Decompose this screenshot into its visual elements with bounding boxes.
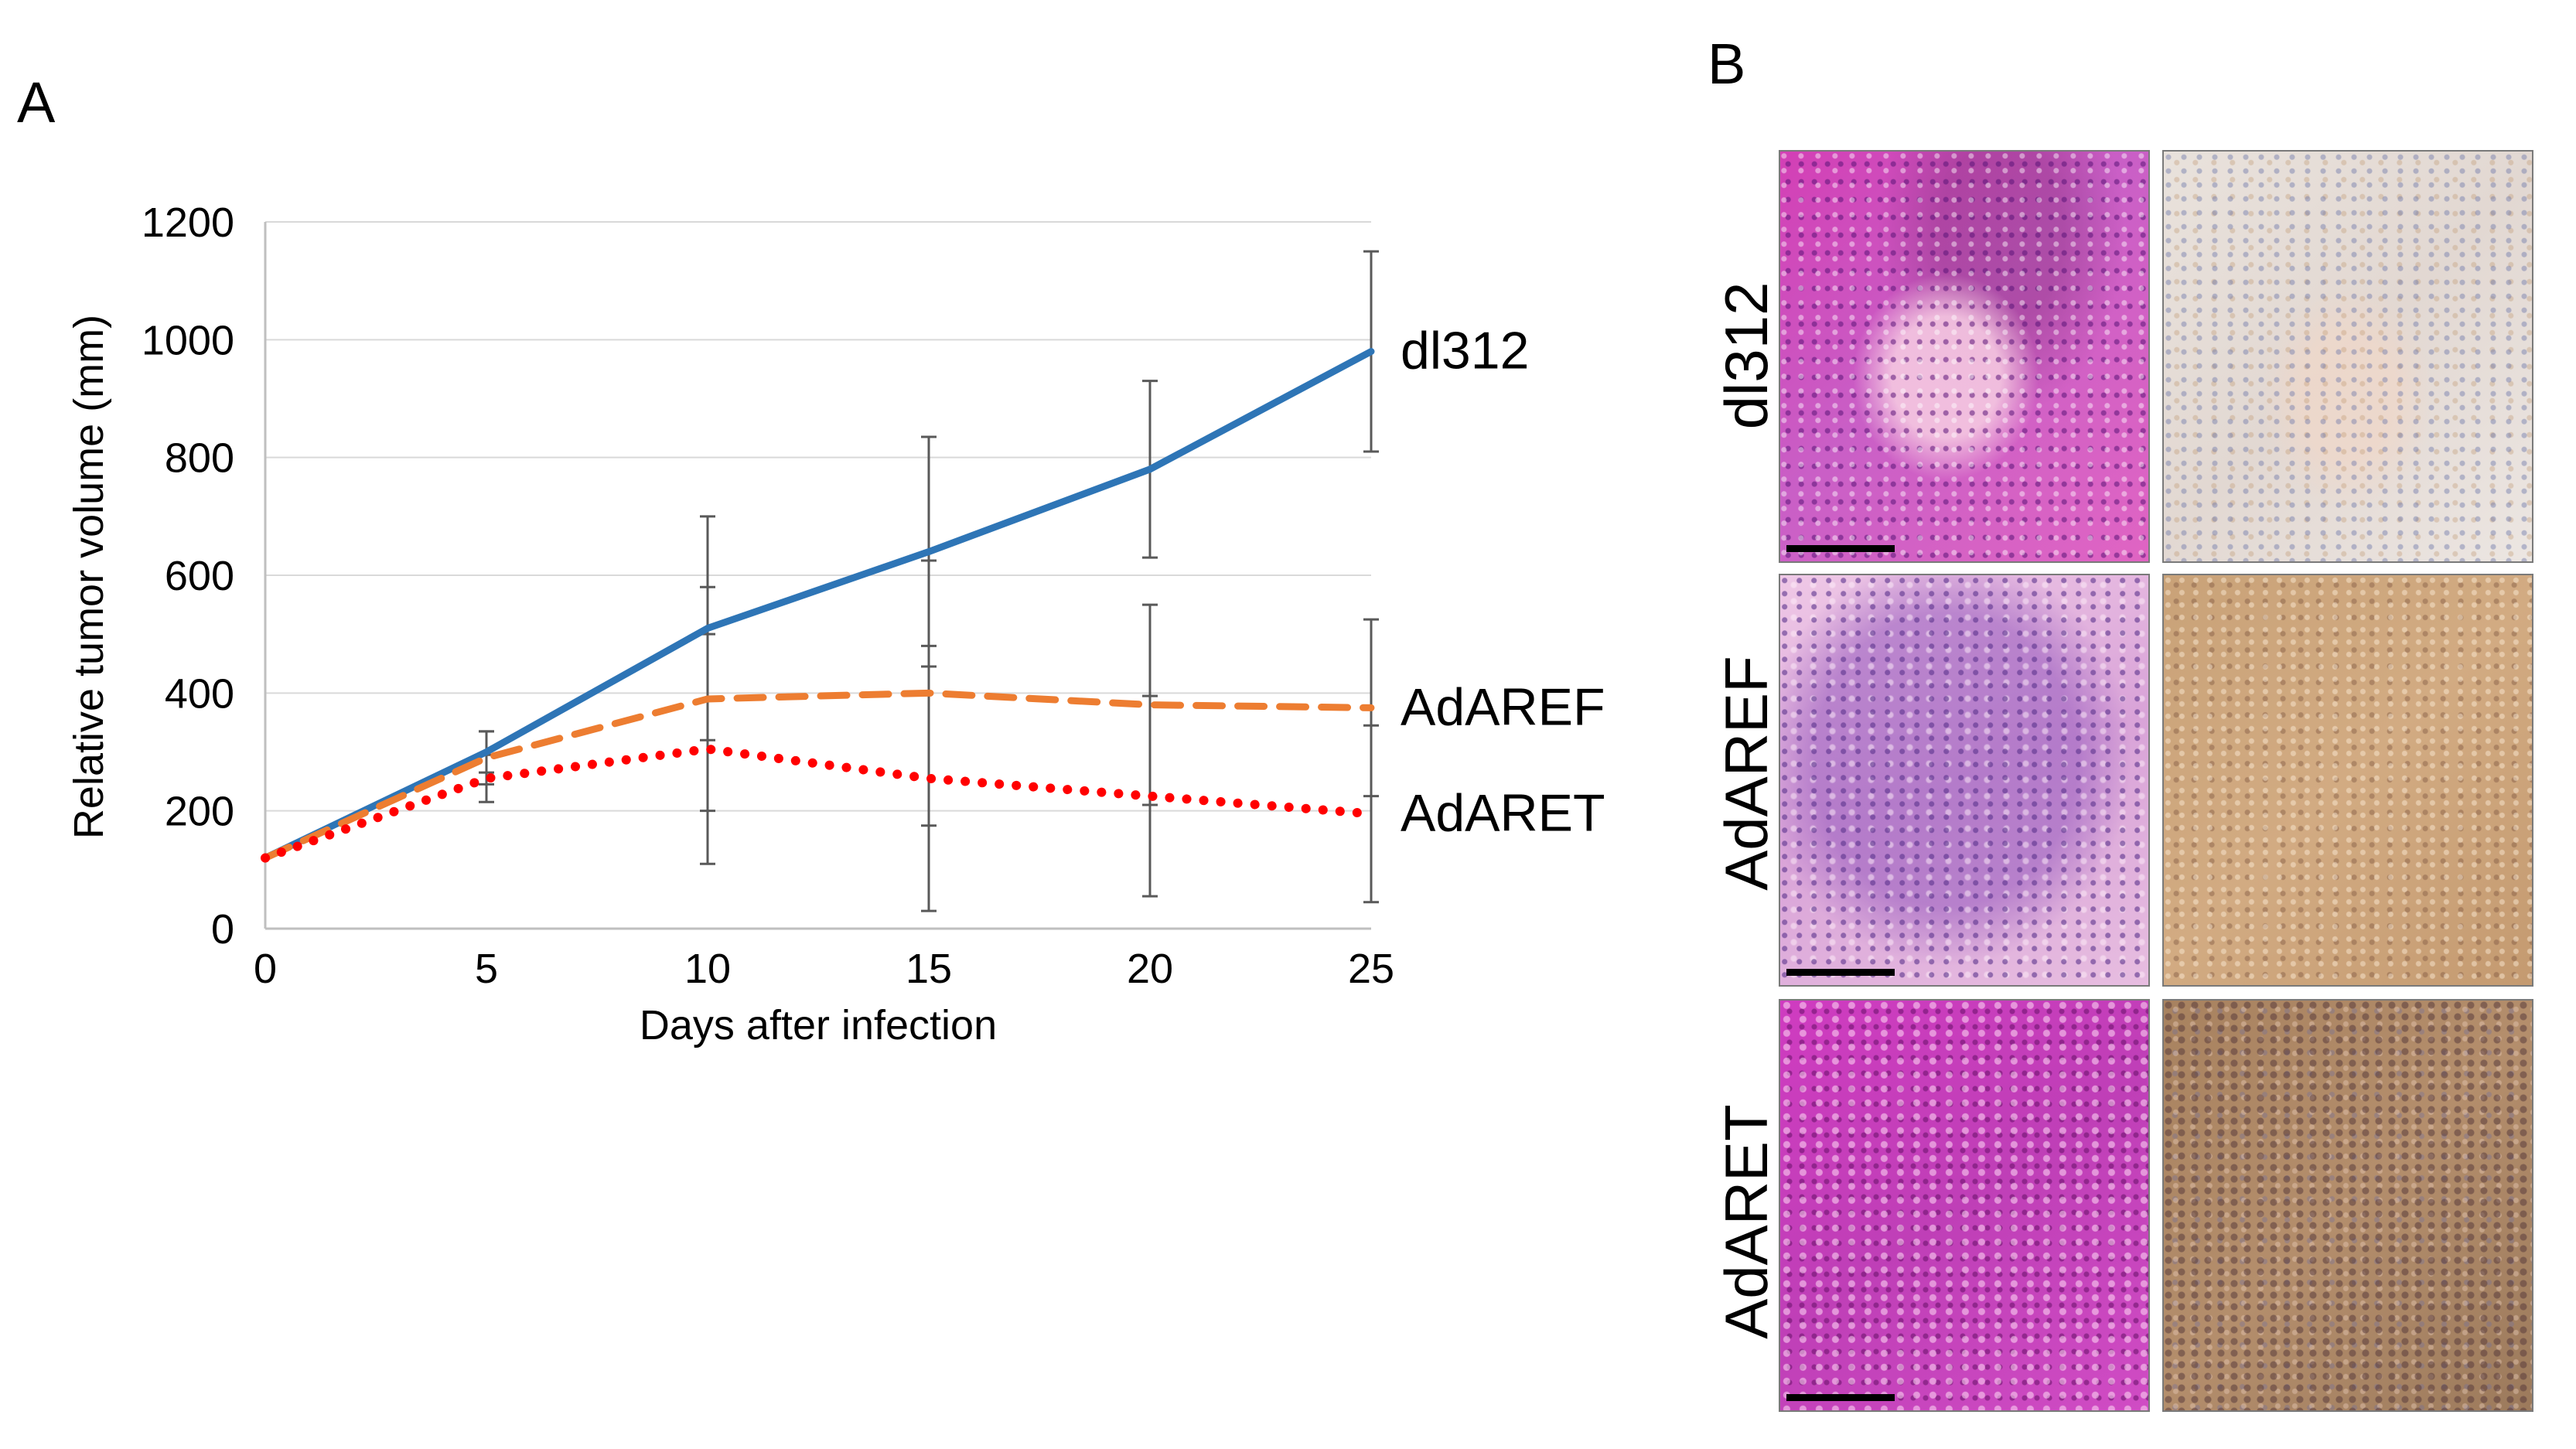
ihc-stain-image-adaret	[2162, 999, 2533, 1412]
gridlines	[264, 221, 1371, 930]
y-tick-label: 800	[165, 435, 234, 482]
x-tick-label: 10	[684, 946, 731, 992]
series-label-dl312: dl312	[1401, 322, 1529, 380]
x-tick-label: 25	[1348, 946, 1394, 992]
y-tick-label: 0	[211, 906, 234, 953]
scale-bar	[1786, 969, 1895, 976]
y-tick-label: 1200	[142, 199, 234, 246]
he-stain-image-adaref	[1779, 574, 2150, 987]
series-line-adaret	[261, 744, 1376, 863]
series-line-adaref	[261, 689, 1375, 862]
scale-bar	[1786, 545, 1895, 552]
x-tick-label: 0	[254, 946, 277, 992]
series-label-adaret: AdARET	[1401, 783, 1605, 842]
series-line-dl312	[261, 348, 1375, 862]
x-axis-label: Days after infection	[640, 1002, 997, 1048]
error-bars	[479, 250, 1379, 912]
y-axis-ticks: 0 200 400 600 800 1000 1200	[142, 199, 234, 953]
y-tick-label: 400	[165, 670, 234, 717]
x-tick-label: 20	[1127, 946, 1173, 992]
panel-a-label: A	[17, 70, 56, 135]
scale-bar	[1786, 1394, 1895, 1401]
series-label-adaref: AdAREF	[1401, 677, 1605, 736]
series-lines	[261, 348, 1376, 863]
row-label-adaret: AdARET	[1712, 1104, 1780, 1339]
he-stain-image-dl312	[1779, 150, 2150, 563]
y-tick-label: 1000	[142, 317, 234, 363]
x-tick-label: 15	[906, 946, 952, 992]
ihc-stain-image-adaref	[2162, 574, 2533, 987]
row-label-adaref: AdAREF	[1712, 656, 1780, 891]
series-end-labels: dl312 AdAREF AdARET	[1401, 322, 1605, 843]
ihc-stain-image-dl312	[2162, 150, 2533, 563]
x-axis-ticks: 0 5 10 15 20 25	[254, 946, 1394, 992]
tumor-volume-line-chart: 0 200 400 600 800 1000 1200 0 5 10 15 20 25 dl312 Ad…	[66, 199, 1605, 1048]
row-label-dl312: dl312	[1712, 281, 1780, 430]
he-stain-image-adaret	[1779, 999, 2150, 1412]
panel-b-label: B	[1708, 32, 1746, 96]
x-tick-label: 5	[475, 946, 498, 992]
y-tick-label: 600	[165, 553, 234, 599]
y-tick-label: 200	[165, 789, 234, 835]
y-axis-label: Relative tumor volume (mm)	[66, 315, 112, 839]
